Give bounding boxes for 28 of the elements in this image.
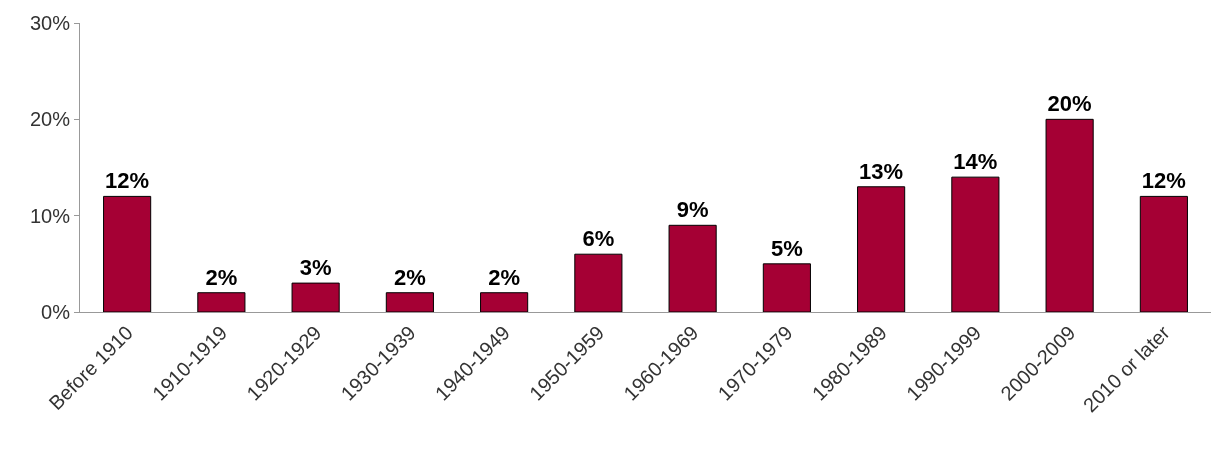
- bar: [480, 292, 529, 312]
- data-label: 2%: [488, 264, 521, 290]
- data-label: 2%: [205, 264, 238, 290]
- data-label: 5%: [770, 235, 803, 261]
- bar: [291, 282, 340, 312]
- y-tick-label: 20%: [29, 108, 71, 131]
- data-label: 20%: [1047, 91, 1092, 117]
- data-label: 13%: [859, 158, 904, 184]
- bar: [385, 292, 434, 312]
- data-label: 9%: [676, 197, 709, 223]
- bar: [951, 176, 1000, 312]
- data-label: 3%: [299, 255, 332, 281]
- bar: [103, 195, 152, 312]
- y-tick-label: 0%: [41, 301, 71, 323]
- data-label: 12%: [1141, 168, 1186, 194]
- data-label: 12%: [105, 168, 150, 194]
- data-label: 2%: [393, 264, 426, 290]
- bar: [1045, 118, 1094, 312]
- bar: [668, 224, 717, 312]
- y-tick-label: 30%: [29, 12, 71, 34]
- bar: [1139, 195, 1188, 312]
- bar: [574, 253, 623, 312]
- bar: [762, 263, 811, 312]
- data-label: 14%: [953, 149, 998, 175]
- bar: [197, 292, 246, 312]
- y-tick-label: 10%: [29, 204, 71, 227]
- bar: [857, 186, 906, 312]
- data-label: 6%: [582, 226, 615, 252]
